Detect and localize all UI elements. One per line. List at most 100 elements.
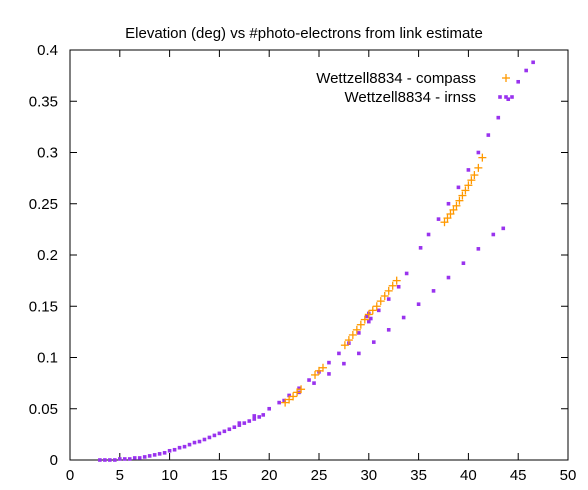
data-point-irnss: [192, 440, 197, 445]
data-point-irnss: [357, 351, 361, 356]
x-tick-label: 40: [460, 467, 477, 484]
data-point-irnss: [222, 429, 227, 434]
data-point-irnss: [118, 457, 122, 461]
data-point-irnss: [446, 275, 451, 280]
data-point-irnss: [257, 415, 262, 419]
data-point-irnss: [182, 444, 187, 449]
x-tick-label: 25: [311, 467, 328, 484]
legend-marker-compass-shape: [502, 74, 510, 82]
data-point-compass: [297, 385, 306, 394]
data-point-irnss: [187, 442, 192, 447]
data-point-irnss: [376, 308, 381, 313]
legend-label-irnss: Wettzell8834 - irnss: [345, 89, 476, 106]
data-point-irnss: [103, 458, 107, 462]
data-point-irnss: [113, 458, 117, 462]
x-tick-label: 20: [261, 467, 278, 484]
data-point-irnss: [466, 168, 471, 172]
plot-frame: [69, 49, 569, 461]
legend-label-compass: Wettzell8834 - compass: [316, 70, 476, 87]
data-point-irnss: [162, 451, 167, 455]
data-point-irnss: [177, 445, 182, 450]
data-point-irnss: [396, 284, 401, 289]
data-point-compass: [360, 315, 369, 324]
x-tick-label: 45: [510, 467, 527, 484]
data-point-irnss: [261, 413, 266, 417]
data-point-irnss: [486, 133, 491, 137]
x-tick-label: 10: [161, 467, 178, 484]
data-point-irnss: [282, 398, 286, 403]
y-tick-label: 0.2: [37, 247, 58, 264]
data-point-irnss: [172, 447, 177, 452]
data-point-irnss: [267, 406, 271, 411]
legend-marker-irnss-shape: [498, 95, 502, 99]
data-point-irnss: [237, 421, 242, 425]
data-point-irnss: [461, 261, 466, 265]
data-point-irnss: [371, 340, 376, 344]
data-point-compass: [470, 171, 479, 180]
chart-title: Elevation (deg) vs #photo-electrons from…: [125, 25, 483, 42]
data-point-irnss: [476, 247, 481, 251]
y-tick-label: 0.35: [29, 93, 58, 110]
data-point-irnss: [237, 423, 242, 427]
data-point-irnss: [524, 68, 528, 73]
data-point-irnss: [386, 297, 391, 301]
y-tick-label: 0: [50, 452, 58, 469]
data-point-compass: [440, 218, 449, 227]
data-point-irnss: [122, 457, 127, 461]
data-point-compass: [446, 210, 455, 218]
data-point-compass: [443, 214, 452, 223]
series-irnss: [98, 60, 535, 462]
y-tick-label: 0.05: [29, 401, 58, 418]
data-point-irnss: [167, 448, 172, 453]
data-point-irnss: [327, 372, 331, 376]
data-point-irnss: [252, 414, 257, 418]
data-point-compass: [372, 302, 381, 311]
data-point-irnss: [367, 319, 371, 324]
data-point-irnss: [152, 453, 157, 457]
data-point-compass: [467, 176, 476, 185]
axes: 0 5 10 15 20 25 30 35 40 45 50 0 0.05 0.1 0.15 0.2 0.25 0…: [29, 42, 577, 484]
data-point-compass: [289, 392, 298, 401]
data-point-irnss: [202, 437, 207, 442]
series-compass: [281, 153, 487, 407]
data-point-irnss: [357, 331, 361, 335]
data-point-irnss: [531, 60, 535, 65]
data-point-irnss: [132, 456, 137, 460]
plot-area: [69, 49, 569, 461]
data-point-irnss: [342, 361, 346, 366]
data-point-compass: [364, 310, 373, 319]
data-point-compass: [356, 320, 365, 329]
data-point-compass: [388, 281, 397, 290]
data-point-irnss: [287, 393, 291, 398]
data-point-irnss: [127, 457, 132, 461]
data-point-irnss: [365, 314, 369, 319]
legend-marker-irnss-shape: [510, 95, 514, 99]
x-tick-label: 5: [116, 467, 124, 484]
data-point-compass: [458, 191, 467, 200]
x-tick-label: 30: [360, 467, 377, 484]
data-point-compass: [344, 336, 353, 345]
data-point-compass: [348, 330, 357, 339]
data-point-irnss: [446, 201, 451, 206]
data-point-compass: [449, 205, 458, 214]
data-point-compass: [452, 201, 461, 210]
y-tick-label: 0.15: [29, 298, 58, 315]
data-point-compass: [352, 325, 361, 334]
data-point-irnss: [312, 381, 316, 385]
data-point-irnss: [108, 458, 112, 462]
data-point-irnss: [307, 378, 311, 382]
data-point-irnss: [337, 351, 341, 356]
legend-marker-irnss-shape: [504, 95, 508, 99]
data-point-irnss: [137, 456, 142, 460]
data-point-irnss: [297, 386, 301, 391]
data-point-irnss: [247, 419, 252, 423]
data-point-irnss: [476, 150, 481, 155]
data-point-compass: [376, 297, 385, 306]
y-tick-label: 0.25: [29, 196, 58, 213]
data-point-irnss: [386, 328, 391, 332]
data-point-compass: [474, 163, 483, 172]
data-point-irnss: [217, 431, 222, 436]
data-point-irnss: [506, 97, 511, 101]
